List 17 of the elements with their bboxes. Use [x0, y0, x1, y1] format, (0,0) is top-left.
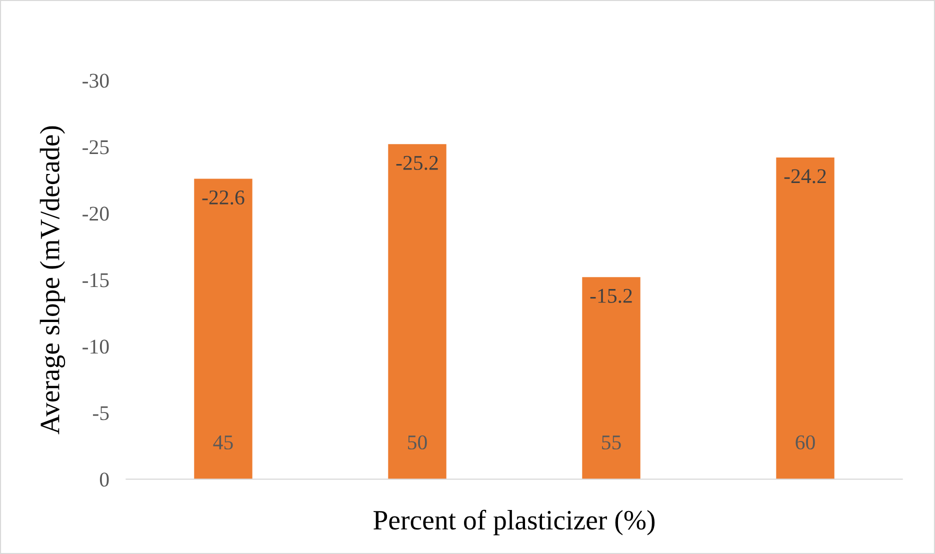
y-tick-label: -15: [82, 273, 109, 288]
data-label: -22.6: [202, 190, 244, 205]
x-tick-label: 55: [602, 436, 621, 450]
y-tick-label: -20: [82, 206, 109, 221]
data-label: -15.2: [590, 288, 632, 303]
y-tick-label: -10: [82, 340, 109, 354]
y-axis-title: Average slope (mV/decade): [40, 126, 66, 434]
x-tick-label: 60: [796, 435, 815, 450]
y-tick-label: -25: [82, 140, 109, 154]
x-tick-label: 50: [408, 435, 427, 450]
y-tick-label: -30: [82, 74, 109, 88]
x-tick-label: 45: [213, 436, 233, 450]
x-axis-title: Percent of plasticizer (%): [374, 510, 655, 536]
y-tick-label: 0: [100, 472, 109, 487]
data-label: -24.2: [784, 169, 826, 184]
data-label: -25.2: [396, 156, 438, 170]
y-tick-label: -5: [92, 406, 109, 420]
